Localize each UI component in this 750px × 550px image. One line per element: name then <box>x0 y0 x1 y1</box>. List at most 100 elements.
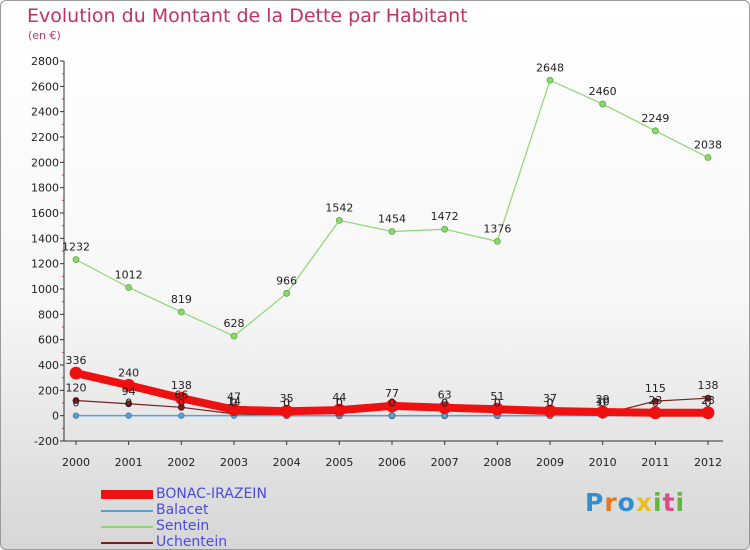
y-tick-label: 2400 <box>31 106 59 119</box>
x-tick-label: 2009 <box>536 456 564 469</box>
x-tick-label: 2007 <box>431 456 459 469</box>
data-point <box>125 400 133 408</box>
axes: -200020040060080010001200140016001800200… <box>31 55 723 469</box>
data-label: 0 <box>547 397 554 410</box>
data-label: 94 <box>122 385 136 398</box>
data-label: 120 <box>66 381 87 394</box>
legend-swatch-uchentein <box>101 542 153 544</box>
legend-label-bonac-irazein: BONAC-IRAZEIN <box>156 486 267 502</box>
data-point <box>441 225 449 233</box>
y-tick-label: 800 <box>38 308 59 321</box>
logo-letter: t <box>662 488 676 517</box>
data-point <box>72 412 80 419</box>
y-tick-label: -200 <box>34 435 59 448</box>
data-label: 23 <box>701 394 715 407</box>
x-tick-label: 2005 <box>325 456 353 469</box>
logo-letter: r <box>604 488 618 517</box>
data-label: 0 <box>336 397 343 410</box>
y-tick-label: 1800 <box>31 182 59 195</box>
y-tick-label: 1200 <box>31 258 59 271</box>
data-point <box>335 216 343 224</box>
data-point <box>178 412 185 419</box>
data-label: 0 <box>705 397 712 410</box>
data-label: 115 <box>645 382 666 395</box>
data-point <box>596 405 610 419</box>
data-label: 1012 <box>115 268 143 281</box>
data-label: 0 <box>389 397 396 410</box>
data-label: 47 <box>227 391 241 404</box>
y-tick-label: 2200 <box>31 131 59 144</box>
series-points <box>69 76 715 420</box>
data-label: 0 <box>231 397 238 410</box>
data-label: 2038 <box>694 139 722 152</box>
data-label: 966 <box>276 274 297 287</box>
data-label: 0 <box>494 397 501 410</box>
data-label: 1376 <box>483 222 511 235</box>
data-point <box>125 412 132 419</box>
data-label: 23 <box>648 394 662 407</box>
data-label: 10 <box>596 395 610 408</box>
data-point <box>69 366 83 380</box>
data-label: 0 <box>178 397 185 410</box>
data-label: 1454 <box>378 212 406 225</box>
y-tick-label: 2800 <box>31 55 59 68</box>
data-point <box>177 308 185 316</box>
data-point <box>543 404 557 418</box>
y-tick-label: 0 <box>52 410 59 423</box>
legend-swatch-balacet <box>101 510 153 512</box>
data-label: 2460 <box>589 85 617 98</box>
y-tick-label: 2000 <box>31 156 59 169</box>
data-point <box>651 397 659 405</box>
data-label: 138 <box>171 379 192 392</box>
x-tick-label: 2010 <box>589 456 617 469</box>
data-label: 14 <box>227 395 241 408</box>
data-label: 0 <box>283 397 290 410</box>
data-label: 1232 <box>62 241 90 254</box>
data-point <box>490 402 504 416</box>
y-tick-label: 1600 <box>31 207 59 220</box>
y-tick-label: 1000 <box>31 283 59 296</box>
data-label: 0 <box>73 397 80 410</box>
data-label: 51 <box>490 390 504 403</box>
legend-swatch-bonac-irazein <box>101 490 153 499</box>
legend-label-uchentein: Uchentein <box>156 534 228 550</box>
data-point <box>388 412 396 419</box>
legend-swatch-sentein <box>101 526 153 528</box>
data-label: 2249 <box>641 112 669 125</box>
chart-subtitle: (en €) <box>28 29 61 42</box>
y-tick-label: 600 <box>38 334 59 347</box>
data-label: 240 <box>118 366 139 379</box>
y-tick-label: 2600 <box>31 80 59 93</box>
data-point <box>648 406 662 420</box>
data-label: 0 <box>652 397 659 410</box>
data-label: 1542 <box>325 201 353 214</box>
data-label: 628 <box>224 317 245 330</box>
data-label: 0 <box>547 397 554 410</box>
logo-letter: o <box>617 488 636 517</box>
x-tick-label: 2006 <box>378 456 406 469</box>
data-point <box>546 76 554 84</box>
data-label: 66 <box>174 388 188 401</box>
data-label: 0 <box>389 397 396 410</box>
data-point <box>388 228 396 235</box>
y-tick-label: 200 <box>38 384 59 397</box>
data-point <box>72 397 80 404</box>
data-label: 138 <box>698 379 719 392</box>
series-lines <box>72 79 712 417</box>
data-point <box>704 394 712 402</box>
data-point <box>385 399 399 413</box>
x-tick-label: 2011 <box>641 456 669 469</box>
data-label: 0 <box>599 397 606 410</box>
x-tick-label: 2008 <box>483 456 511 469</box>
data-point <box>438 401 452 415</box>
data-point <box>493 237 501 245</box>
logo-letter: P <box>585 488 605 517</box>
data-label: 0 <box>283 397 290 410</box>
x-tick-label: 2003 <box>220 456 248 469</box>
logo-letter: x <box>635 488 653 517</box>
x-tick-label: 2012 <box>694 456 722 469</box>
data-point <box>283 289 291 297</box>
